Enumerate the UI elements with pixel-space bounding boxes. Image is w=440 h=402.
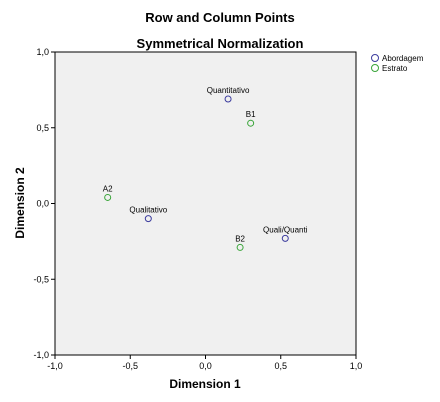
data-point bbox=[281, 234, 289, 242]
data-point bbox=[236, 243, 244, 251]
point-label: B2 bbox=[235, 234, 245, 243]
data-point bbox=[104, 193, 112, 201]
x-tick-label: 0,0 bbox=[199, 361, 212, 371]
legend-label: Estrato bbox=[382, 64, 408, 73]
chart-title: Row and Column Points bbox=[145, 10, 295, 25]
y-tick-label: -0,5 bbox=[33, 274, 49, 284]
y-tick-label: -1,0 bbox=[33, 350, 49, 360]
y-axis-title: Dimension 2 bbox=[13, 167, 27, 239]
point-label: B1 bbox=[246, 110, 256, 119]
y-tick-label: 0,5 bbox=[36, 123, 49, 133]
data-point bbox=[224, 95, 232, 103]
y-tick-label: 1,0 bbox=[36, 47, 49, 57]
point-label: Qualitativo bbox=[129, 206, 167, 215]
x-axis-title: Dimension 1 bbox=[169, 377, 241, 391]
x-tick-label: 0,5 bbox=[274, 361, 287, 371]
y-tick-label: 0,0 bbox=[36, 199, 49, 209]
plot-area bbox=[54, 51, 357, 356]
x-tick-label: -1,0 bbox=[47, 361, 63, 371]
legend-marker bbox=[371, 64, 379, 72]
x-tick-label: 1,0 bbox=[350, 361, 363, 371]
data-point bbox=[144, 215, 152, 223]
chart-subtitle: Symmetrical Normalization bbox=[136, 36, 304, 51]
point-label: Quali/Quanti bbox=[263, 225, 308, 234]
legend-marker bbox=[371, 54, 379, 62]
legend-label: Abordagem bbox=[382, 54, 424, 63]
point-label: Quantitativo bbox=[207, 86, 250, 95]
data-point bbox=[247, 119, 255, 127]
x-tick-label: -0,5 bbox=[122, 361, 138, 371]
point-label: A2 bbox=[103, 184, 113, 193]
